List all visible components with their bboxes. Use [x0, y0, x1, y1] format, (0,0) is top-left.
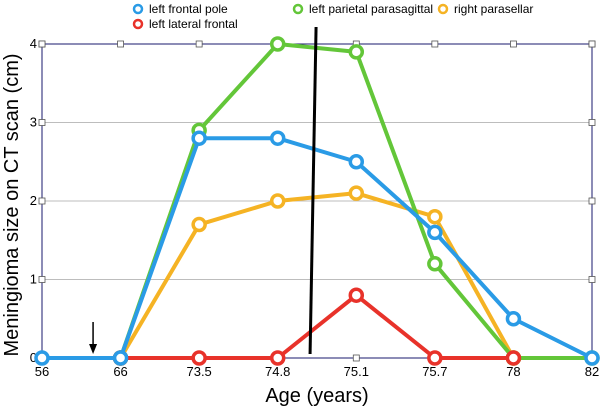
y-tick-label: 2: [30, 193, 37, 208]
data-point: [191, 130, 207, 146]
legend-marker: [292, 3, 304, 15]
legend-marker: [132, 18, 144, 30]
vertical-marker-line: [308, 26, 318, 355]
data-point: [427, 350, 443, 366]
y-tick-mark-right: [588, 197, 596, 205]
data-point: [112, 350, 129, 366]
annotations: [89, 26, 318, 355]
legend-label: left frontal pole: [149, 2, 228, 16]
x-axis-title: Age (years): [265, 385, 368, 407]
legend-marker: [132, 3, 144, 15]
data-point: [34, 350, 50, 366]
y-tick-mark: [38, 197, 46, 205]
data-point: [269, 193, 286, 209]
data-point: [191, 350, 207, 366]
legend-label: left parietal parasagittal: [309, 2, 433, 16]
x-tick-label: 75.1: [344, 364, 369, 379]
x-tick-mark-top: [117, 40, 124, 48]
x-tick-label: 82: [585, 364, 599, 379]
grid-lines: [42, 122, 592, 280]
x-tick-mark-top: [431, 40, 439, 48]
data-point: [348, 154, 365, 170]
x-tick-label: 66: [113, 364, 127, 379]
legend-label: right parasellar: [454, 2, 533, 16]
series-line: [120, 293, 514, 360]
data-point: [269, 130, 286, 146]
legend-item: left frontal pole: [132, 2, 228, 16]
data-point: [427, 224, 443, 241]
data-point: [427, 256, 443, 272]
x-tick-mark-top: [510, 40, 517, 48]
x-tick-label: 78: [506, 364, 520, 379]
legend-marker: [437, 3, 449, 15]
x-tick-label: 75.7: [422, 364, 447, 379]
x-tick-label: 73.5: [186, 364, 211, 379]
series-line: [118, 191, 516, 360]
y-tick-label: 1: [30, 272, 37, 287]
x-tick-mark-top: [195, 40, 203, 48]
data-point: [427, 208, 443, 225]
series-layer: [34, 36, 600, 366]
data-point: [584, 350, 600, 366]
y-tick-mark-right: [588, 276, 596, 283]
y-tick-mark: [38, 119, 46, 126]
y-tick-mark: [38, 276, 46, 283]
data-point: [348, 287, 365, 303]
x-tick-mark-top: [38, 40, 46, 48]
series-left-frontal-pole: [34, 130, 600, 366]
legend-item: left parietal parasagittal: [292, 2, 433, 16]
y-axis-title: Meningioma size on CT scan (cm): [1, 53, 23, 356]
series-line: [42, 136, 593, 360]
data-point: [191, 216, 207, 233]
data-point: [505, 311, 522, 327]
y-tick-label: 0: [30, 350, 37, 365]
arrow-marker-head: [89, 344, 98, 354]
data-point: [348, 185, 365, 201]
legend-label: left lateral frontal: [149, 17, 238, 31]
y-tick-label: 3: [30, 115, 37, 130]
data-point: [269, 36, 286, 52]
legend-item: right parasellar: [437, 2, 533, 16]
x-tick-label: 56: [35, 364, 49, 379]
data-point: [348, 44, 365, 60]
y-tick-mark-right: [588, 119, 596, 126]
x-tick-mark-top: [588, 40, 596, 48]
series-right-parasellar: [112, 185, 522, 366]
x-tick-mark: [352, 354, 360, 362]
x-tick-label: 74.8: [265, 364, 290, 379]
data-point: [269, 350, 286, 366]
series-left-lateral-frontal: [112, 287, 522, 366]
data-point: [505, 350, 522, 366]
y-tick-label: 4: [30, 36, 37, 51]
legend-item: left lateral frontal: [132, 17, 238, 31]
